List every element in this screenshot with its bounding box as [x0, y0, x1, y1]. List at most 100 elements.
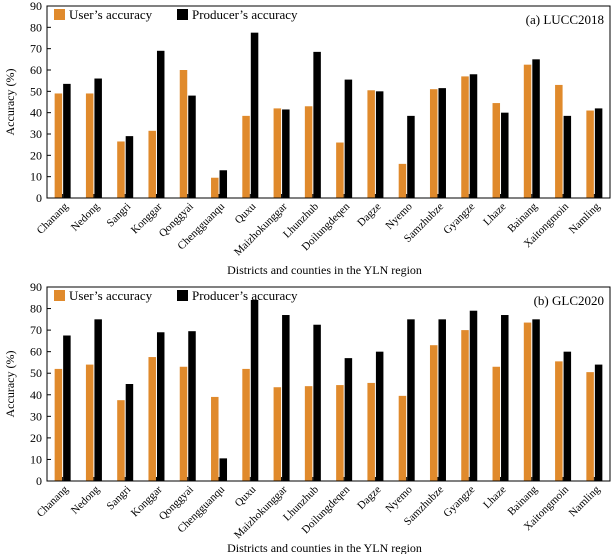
bar-producers-accuracy	[469, 310, 478, 481]
legend-swatch	[54, 9, 65, 20]
y-axis-title: Accuracy (%)	[3, 351, 17, 418]
legend-swatch	[177, 290, 188, 301]
bar-users-accuracy	[85, 364, 94, 481]
bar-users-accuracy	[242, 368, 250, 481]
bar-users-accuracy	[273, 108, 282, 198]
bar-producers-accuracy	[63, 83, 71, 198]
x-tick-label: Nedong	[69, 483, 102, 516]
bar-users-accuracy	[429, 345, 438, 481]
y-tick-label: 70	[30, 42, 42, 56]
bar-users-accuracy	[85, 93, 94, 198]
bar-producers-accuracy	[594, 108, 603, 198]
bar-producers-accuracy	[594, 364, 603, 481]
bar-users-accuracy	[304, 386, 313, 481]
bar-users-accuracy	[461, 330, 469, 481]
plot-frame	[46, 5, 611, 199]
bar-producers-accuracy	[156, 50, 165, 198]
x-tick-label: Namling	[567, 483, 603, 519]
y-tick-label: 0	[36, 474, 42, 488]
y-tick-label: 30	[30, 127, 42, 141]
legend-swatch	[54, 290, 65, 301]
bar-users-accuracy	[523, 322, 532, 481]
bar-producers-accuracy	[407, 319, 415, 481]
x-tick-label: Gyangze	[441, 201, 477, 237]
y-tick-label: 20	[30, 431, 42, 445]
bar-producers-accuracy	[344, 79, 353, 198]
bar-users-accuracy	[54, 368, 63, 481]
bar-producers-accuracy	[219, 170, 228, 198]
bar-users-accuracy	[336, 385, 344, 481]
bar-users-accuracy	[523, 64, 532, 198]
x-tick-label: Dagze	[355, 201, 383, 229]
bar-producers-accuracy	[188, 331, 196, 481]
bar-users-accuracy	[367, 382, 375, 481]
y-tick-label: 0	[36, 191, 42, 205]
bar-users-accuracy	[273, 387, 282, 481]
x-tick-label: Quxu	[233, 200, 259, 226]
bar-producers-accuracy	[375, 351, 384, 481]
y-tick-label: 10	[30, 170, 42, 184]
bar-users-accuracy	[148, 130, 156, 198]
y-tick-label: 80	[30, 302, 42, 316]
x-axis-title: Districts and counties in the YLN region	[227, 263, 422, 277]
legend-label: Producer’s accuracy	[192, 7, 298, 22]
y-tick-label: 40	[30, 388, 42, 402]
bar-users-accuracy	[179, 366, 188, 481]
bar-producers-accuracy	[313, 51, 321, 199]
bar-producers-accuracy	[125, 136, 134, 198]
legend-label: User’s accuracy	[69, 7, 153, 22]
bar-users-accuracy	[555, 361, 563, 481]
y-tick-label: 50	[30, 84, 42, 98]
x-tick-label: Gyangze	[441, 484, 477, 520]
bar-producers-accuracy	[563, 115, 572, 198]
x-axis-title: Districts and counties in the YLN region	[227, 541, 422, 554]
x-tick-label: Sangri	[105, 484, 134, 513]
bar-producers-accuracy	[282, 315, 290, 481]
panel-annotation: (a) LUCC2018	[526, 12, 604, 27]
bar-producers-accuracy	[501, 315, 509, 481]
bar-users-accuracy	[304, 106, 313, 198]
legend-swatch	[177, 9, 188, 20]
bar-users-accuracy	[336, 142, 344, 198]
y-tick-label: 70	[30, 323, 42, 337]
x-tick-label: Chanang	[35, 200, 71, 236]
x-tick-label: Sangri	[105, 201, 134, 230]
bar-producers-accuracy	[94, 78, 102, 198]
bar-users-accuracy	[429, 89, 438, 198]
bar-producers-accuracy	[344, 358, 353, 481]
x-tick-label: Dagze	[355, 484, 383, 512]
bar-producers-accuracy	[375, 91, 384, 198]
legend: User’s accuracy Producer’s accuracy	[54, 288, 298, 303]
y-tick-label: 50	[30, 366, 42, 380]
bar-producers-accuracy	[438, 319, 446, 481]
bar-users-accuracy	[242, 115, 250, 198]
bar-users-accuracy	[117, 141, 125, 198]
bar-producers-accuracy	[532, 319, 540, 481]
panel-annotation: (b) GLC2020	[534, 293, 604, 308]
y-tick-label: 60	[30, 345, 42, 359]
x-tick-label: Namling	[567, 200, 603, 236]
bar-users-accuracy	[586, 372, 594, 481]
legend: User’s accuracy Producer’s accuracy	[54, 7, 298, 22]
bar-users-accuracy	[211, 177, 219, 198]
bar-users-accuracy	[367, 90, 375, 198]
y-tick-label: 40	[30, 106, 42, 120]
legend-label: User’s accuracy	[69, 288, 153, 303]
bar-users-accuracy	[54, 93, 63, 198]
y-tick-label: 20	[30, 148, 42, 162]
bar-producers-accuracy	[125, 384, 134, 481]
bar-users-accuracy	[117, 400, 125, 481]
bar-producers-accuracy	[156, 332, 165, 481]
bar-users-accuracy	[179, 70, 188, 198]
bar-users-accuracy	[211, 396, 219, 481]
x-tick-label: Lhaze	[481, 201, 509, 229]
bar-producers-accuracy	[282, 109, 290, 198]
y-tick-label: 60	[30, 63, 42, 77]
bar-producers-accuracy	[532, 59, 540, 198]
bar-producers-accuracy	[438, 88, 446, 198]
bar-users-accuracy	[492, 366, 501, 481]
